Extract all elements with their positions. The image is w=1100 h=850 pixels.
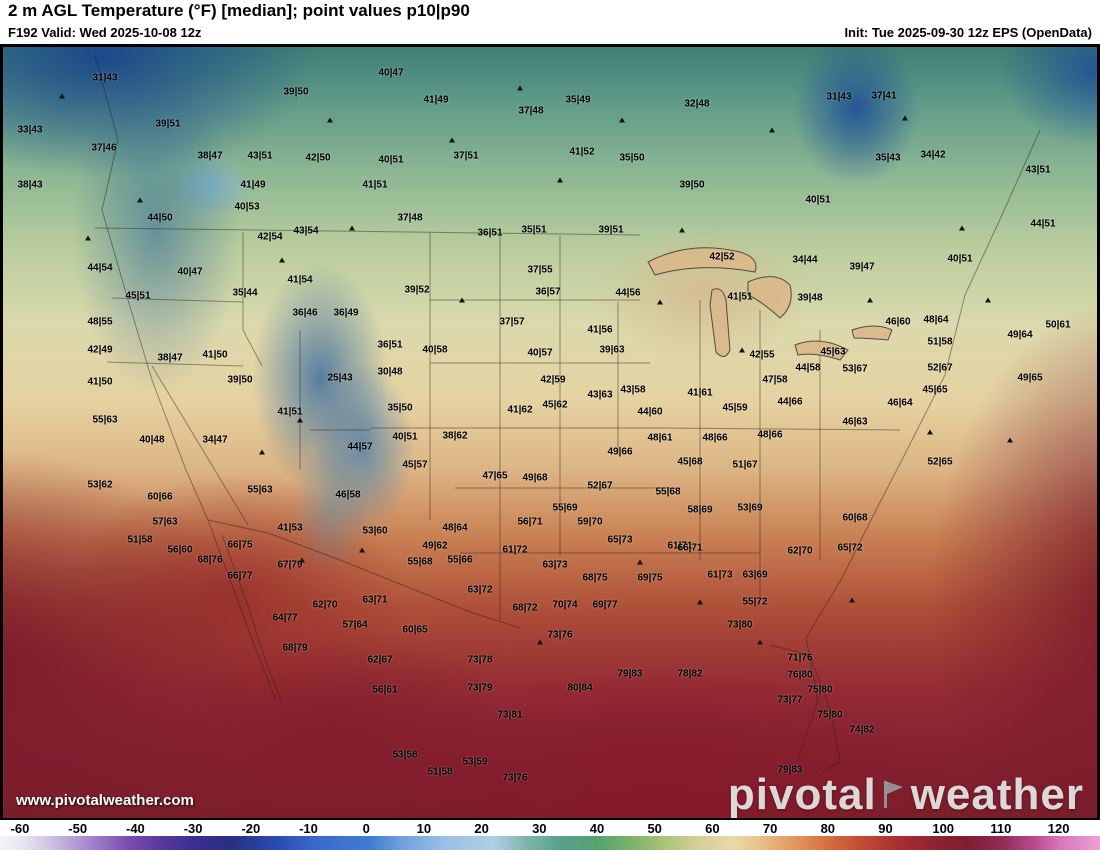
colorbar-tick: 70 <box>762 821 778 836</box>
logo-word-right: weather <box>910 770 1084 819</box>
header: 2 m AGL Temperature (°F) [median]; point… <box>0 0 1100 44</box>
colorbar-tick-labels: -60 -50 -40 -30 -20 -10 0 10 20 30 40 50 60 70 80 90 100… <box>0 820 1100 836</box>
colorbar-tick: 100 <box>932 821 955 836</box>
colorbar-tick: 120 <box>1047 821 1070 836</box>
temperature-map <box>0 44 1100 820</box>
colorbar-tick: 10 <box>416 821 432 836</box>
colorbar-tick: 40 <box>589 821 605 836</box>
colorbar-tick: 50 <box>647 821 662 836</box>
colorbar-tick: 20 <box>474 821 489 836</box>
temperature-colorbar <box>0 836 1100 850</box>
colorbar-tick: -20 <box>241 821 261 836</box>
colorbar-tick: 60 <box>705 821 720 836</box>
colorbar-tick: -30 <box>183 821 203 836</box>
init-time-label: Init: Tue 2025-09-30 12z EPS (OpenData) <box>844 25 1092 40</box>
colorbar-tick: -50 <box>68 821 88 836</box>
colorbar-tick: 90 <box>878 821 893 836</box>
pivotal-weather-logo: pivotal weather <box>728 770 1084 820</box>
colorbar-tick: 110 <box>990 821 1012 836</box>
colorbar-tick: -40 <box>125 821 145 836</box>
watermark-url: www.pivotalweather.com <box>16 792 194 809</box>
map-title: 2 m AGL Temperature (°F) [median]; point… <box>8 1 470 20</box>
colorbar-tick: -60 <box>10 821 30 836</box>
colorbar-tick: -10 <box>299 821 318 836</box>
colorbar-tick: 80 <box>820 821 836 836</box>
valid-time-label: F192 Valid: Wed 2025-10-08 12z <box>8 25 202 40</box>
colorbar-tick: 30 <box>532 821 547 836</box>
logo-word-left: pivotal <box>727 770 877 819</box>
logo-flag-icon <box>883 781 903 808</box>
colorbar-tick: 0 <box>362 821 370 836</box>
